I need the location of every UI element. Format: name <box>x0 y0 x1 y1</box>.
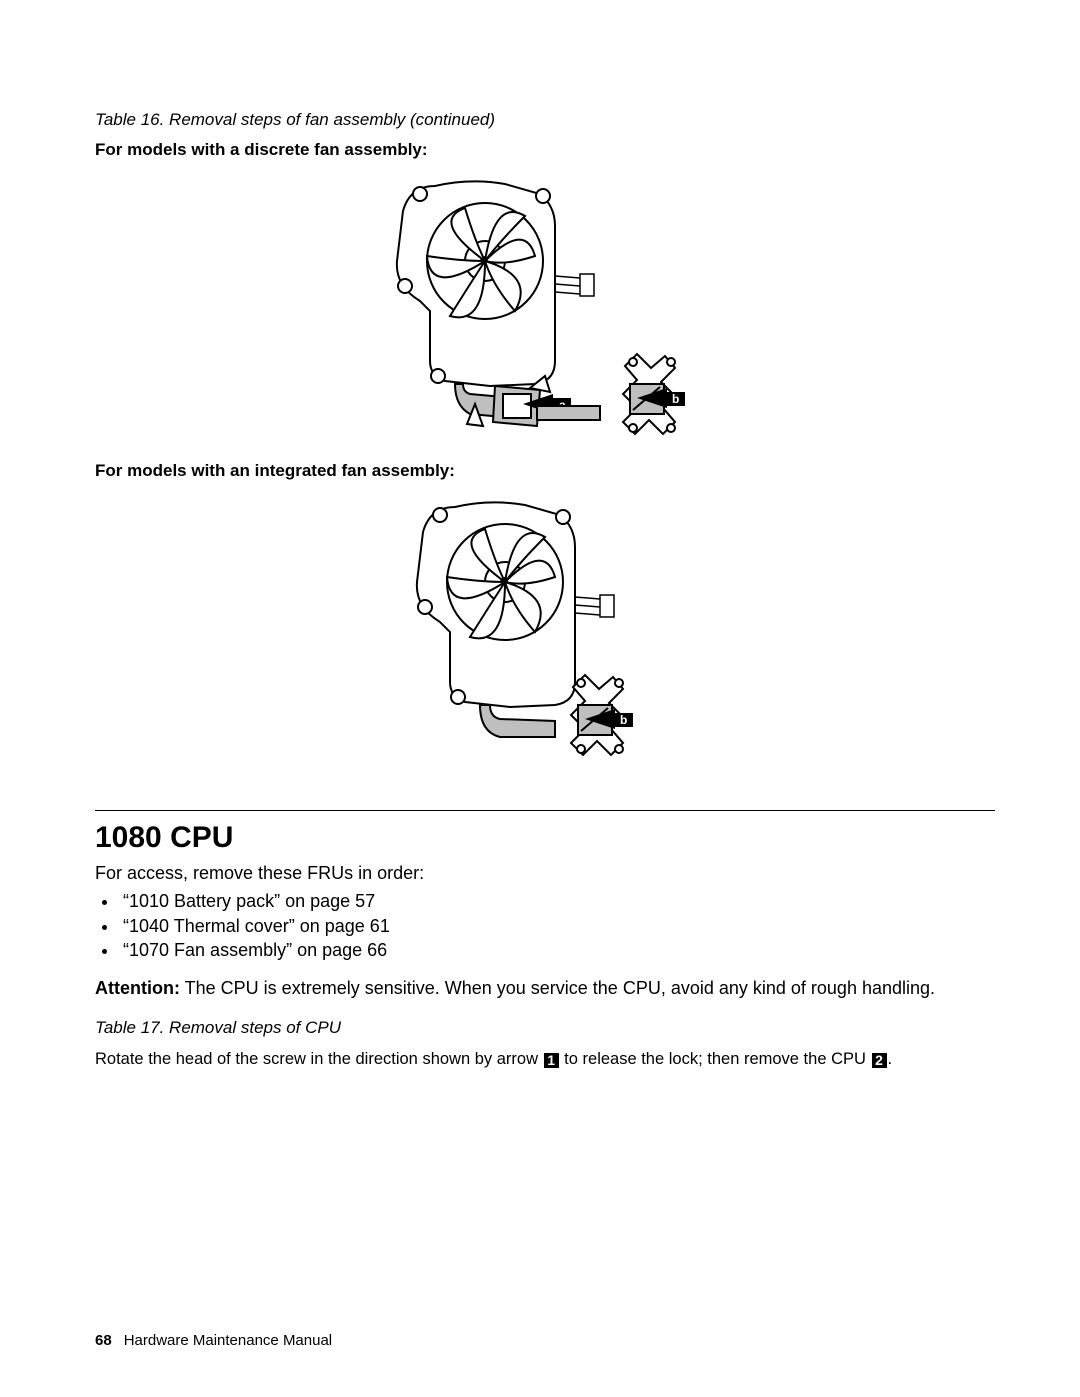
step-text-pre: Rotate the head of the screw in the dire… <box>95 1050 543 1068</box>
step-text-post: . <box>888 1050 893 1068</box>
diagram-discrete: a b <box>95 166 995 451</box>
callout-b-label: b <box>672 392 679 406</box>
page: Table 16. Removal steps of fan assembly … <box>0 0 1080 1397</box>
integrated-heading: For models with an integrated fan assemb… <box>95 461 995 481</box>
step-text-mid: to release the lock; then remove the CPU <box>560 1050 871 1068</box>
page-number: 68 <box>95 1332 112 1349</box>
removal-step: Rotate the head of the screw in the dire… <box>95 1048 995 1070</box>
section-heading: 1080 CPU <box>95 821 995 855</box>
attention-paragraph: Attention: The CPU is extremely sensitiv… <box>95 976 995 1000</box>
footer-title: Hardware Maintenance Manual <box>124 1332 332 1349</box>
list-item: “1070 Fan assembly” on page 66 <box>119 938 995 962</box>
attention-label: Attention: <box>95 978 180 998</box>
diagram-integrated: b <box>95 487 995 782</box>
fan-diagram-discrete-icon: a b <box>375 166 715 446</box>
discrete-heading: For models with a discrete fan assembly: <box>95 140 995 160</box>
section-divider <box>95 810 995 811</box>
callout-b-label-2: b <box>620 713 627 727</box>
page-footer: 68 Hardware Maintenance Manual <box>95 1332 332 1349</box>
callout-2: 2 <box>872 1053 887 1068</box>
fan-diagram-integrated-icon: b <box>395 487 695 777</box>
table16-caption: Table 16. Removal steps of fan assembly … <box>95 110 995 130</box>
callout-1: 1 <box>544 1053 559 1068</box>
attention-body: The CPU is extremely sensitive. When you… <box>180 978 935 998</box>
list-item: “1040 Thermal cover” on page 61 <box>119 914 995 938</box>
fru-list: “1010 Battery pack” on page 57 “1040 The… <box>95 889 995 962</box>
table17-caption: Table 17. Removal steps of CPU <box>95 1018 995 1038</box>
list-item: “1010 Battery pack” on page 57 <box>119 889 995 913</box>
access-intro: For access, remove these FRUs in order: <box>95 861 995 885</box>
